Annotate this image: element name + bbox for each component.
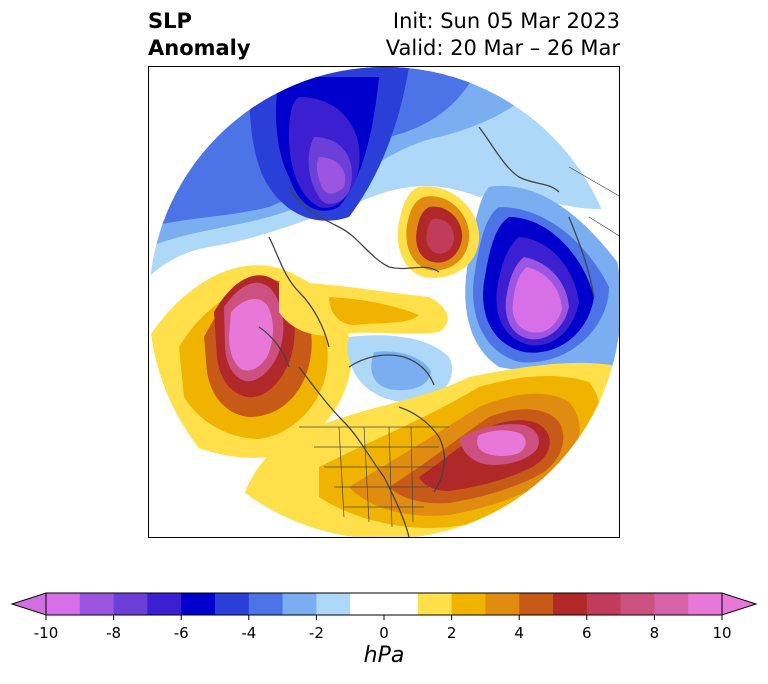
colorbar-segment [553,593,588,615]
colorbar-tick-label: -10 [34,624,59,642]
colorbar-segment [485,593,520,615]
chart-title-left: SLP Anomaly [148,8,251,62]
colorbar-tick-label: 4 [514,624,524,642]
anomaly-field [149,67,619,537]
colorbar-segment [417,593,453,615]
colorbar-segment [654,593,689,615]
init-date: Init: Sun 05 Mar 2023 [392,9,620,33]
colorbar-segment [316,593,351,615]
colorbar-tick-label: 2 [447,624,457,642]
colorbar-segment [79,593,115,615]
colorbar-extend-high [721,592,758,616]
colorbar-tick-label: 10 [712,624,731,642]
colorbar-segment [586,593,622,615]
valid-range: Valid: 20 Mar – 26 Mar [385,36,620,60]
colorbar-segment [113,593,148,615]
colorbar-segment [282,593,317,615]
slp-anomaly-map [148,66,620,538]
colorbar-segment [519,593,554,615]
chart-title-right: Init: Sun 05 Mar 2023 Valid: 20 Mar – 26… [386,8,620,62]
colorbar-segment [181,593,216,615]
colorbar-segment [620,593,655,615]
colorbar-segment [384,593,419,615]
colorbar-segment [350,593,385,615]
colorbar-tick-label: 8 [650,624,660,642]
title-variable: SLP [148,9,192,33]
colorbar-segment [688,593,723,615]
colorbar-segment [215,593,250,615]
borders [299,166,619,528]
colorbar-segment [248,593,284,615]
colorbar-extend-low [10,592,47,616]
colorbar-tick-label: -2 [309,624,324,642]
map-canvas [149,67,619,537]
colorbar-segment [147,593,182,615]
colorbar-tick-label: 6 [582,624,592,642]
colorbar-tick-label: 0 [379,624,389,642]
colorbar-tick-label: -4 [241,624,256,642]
colorbar-tick-label: -6 [174,624,189,642]
colorbar-segment [46,593,81,615]
colorbar-tick-label: -8 [106,624,121,642]
colorbar-unit-label: hPa [363,643,405,668]
colorbar: -10 -8 -6 -4 -2 0 2 4 6 8 10 [10,592,758,642]
colorbar-segment [451,593,486,615]
title-anomaly: Anomaly [148,36,251,60]
